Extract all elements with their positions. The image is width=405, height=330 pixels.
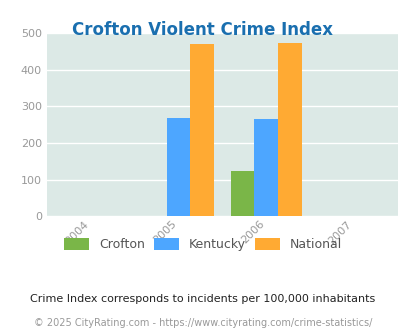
Text: © 2025 CityRating.com - https://www.cityrating.com/crime-statistics/: © 2025 CityRating.com - https://www.city… <box>34 318 371 328</box>
Bar <box>277 43 301 216</box>
Legend: Crofton, Kentucky, National: Crofton, Kentucky, National <box>59 233 346 256</box>
Text: Crofton Violent Crime Index: Crofton Violent Crime Index <box>72 21 333 40</box>
Bar <box>190 44 213 216</box>
Bar <box>230 171 254 216</box>
Bar <box>166 118 190 216</box>
Bar <box>254 119 277 216</box>
Text: Crime Index corresponds to incidents per 100,000 inhabitants: Crime Index corresponds to incidents per… <box>30 294 375 304</box>
